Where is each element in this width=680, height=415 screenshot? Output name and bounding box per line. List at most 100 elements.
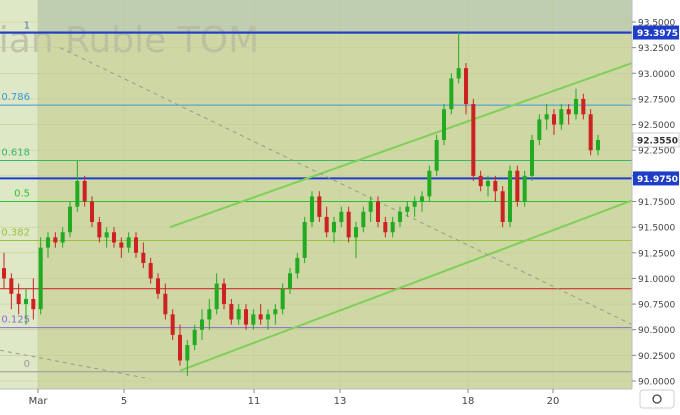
candle-body[interactable] [38,247,43,310]
price-axis[interactable]: 90.0000 90.2500 90.5000 90.7500 91.0000 91.25… [631,0,680,411]
candle-body[interactable] [119,242,124,248]
candle-body[interactable] [353,227,359,238]
dashed-trend-line[interactable] [59,47,632,326]
candle-body[interactable] [434,139,439,171]
candle-body[interactable] [53,237,58,243]
candle-body[interactable] [287,273,293,289]
candle-body[interactable] [361,211,366,228]
candle-body[interactable] [192,329,197,346]
candle-body[interactable] [111,232,117,243]
candle-body[interactable] [214,283,219,310]
candle-body[interactable] [449,78,454,110]
candle-body[interactable] [573,98,579,115]
candle-body[interactable] [375,201,381,223]
candle-body[interactable] [89,201,95,223]
candle-body[interactable] [544,114,549,120]
fib-level-label: 0.125 [1,315,30,326]
candle-body[interactable] [581,98,586,115]
candle-body[interactable] [148,263,153,279]
time-axis[interactable]: Mar 5 11 13 18 20 [0,388,632,411]
candle-body[interactable] [280,288,285,310]
candle-body[interactable] [412,201,417,207]
candle-body[interactable] [273,309,278,315]
candle-body[interactable] [405,206,410,212]
price-tick-label: 91.5000 [638,224,675,234]
candle-body[interactable] [155,278,161,294]
price-level-label: 93.3975 [637,29,678,39]
candle-body[interactable] [243,309,249,325]
candle-body[interactable] [566,109,571,115]
candle-body[interactable] [559,109,564,125]
candle-body[interactable] [456,68,461,79]
axis-settings-button[interactable] [639,389,675,409]
candle-body[interactable] [97,222,102,238]
candle-body[interactable] [485,180,491,187]
price-tick-label: 92.5000 [638,121,675,131]
candle-body[interactable] [324,216,329,233]
candle-body[interactable] [463,68,469,105]
candle-body[interactable] [537,119,542,140]
candle-body[interactable] [493,180,498,192]
time-tick-label: 5 [121,396,127,407]
current-price-box[interactable] [632,132,680,148]
candle-body[interactable] [60,232,65,243]
candle-body[interactable] [309,196,315,223]
candle-body[interactable] [478,175,483,187]
candle-body[interactable] [163,293,168,315]
candle-body[interactable] [75,180,80,207]
price-tick-label: 90.0000 [638,378,675,388]
price-level-label-box[interactable] [633,25,679,40]
candle-body[interactable] [317,196,322,217]
channel-lower-line[interactable] [179,199,632,372]
candle-body[interactable] [170,314,175,335]
candle-body[interactable] [383,222,388,233]
candle-body[interactable] [551,114,557,125]
candle-body[interactable] [82,180,87,202]
candle-body[interactable] [251,314,256,325]
candle-body[interactable] [31,298,36,310]
candle-body[interactable] [339,211,344,223]
candle-body[interactable] [265,314,271,320]
candle-body[interactable] [397,211,403,223]
candle-body[interactable] [207,309,212,320]
candle-body[interactable] [331,222,337,233]
candle-body[interactable] [45,237,51,248]
candle-body[interactable] [199,319,205,330]
candle-body[interactable] [427,170,432,197]
candle-body[interactable] [471,104,476,176]
candle-body[interactable] [515,170,520,202]
candle-body[interactable] [588,114,593,151]
candle-body[interactable] [346,211,351,238]
candle-body[interactable] [368,201,373,212]
price-tick-label: 93.2500 [638,44,675,54]
candle-body[interactable] [441,109,447,140]
candle-body[interactable] [507,170,513,223]
candle-body[interactable] [229,304,234,320]
candle-body[interactable] [295,257,300,274]
candle-body[interactable] [529,139,535,176]
candle-body[interactable] [302,222,307,258]
candle-body[interactable] [419,196,425,202]
channel-upper-line[interactable] [169,62,632,229]
candle-body[interactable] [177,334,183,361]
candle-body[interactable] [104,232,109,238]
candle-body[interactable] [141,252,146,264]
candle-body[interactable] [221,283,227,305]
candle-body[interactable] [1,268,7,279]
candle-body[interactable] [23,298,29,305]
candle-body[interactable] [236,309,241,320]
candle-body[interactable] [67,206,73,233]
dashed-trend-line[interactable] [0,349,151,380]
candle-body[interactable] [126,237,131,248]
candle-body[interactable] [9,278,14,294]
candle-body[interactable] [390,222,395,233]
candle-body[interactable] [500,191,505,223]
candle-body[interactable] [185,345,190,361]
price-level-label-box[interactable] [633,171,679,186]
candle-body[interactable] [522,175,527,202]
candle-body[interactable] [16,293,21,305]
candle-body[interactable] [258,314,263,320]
candle-body[interactable] [595,139,601,151]
candle-body[interactable] [133,237,139,253]
